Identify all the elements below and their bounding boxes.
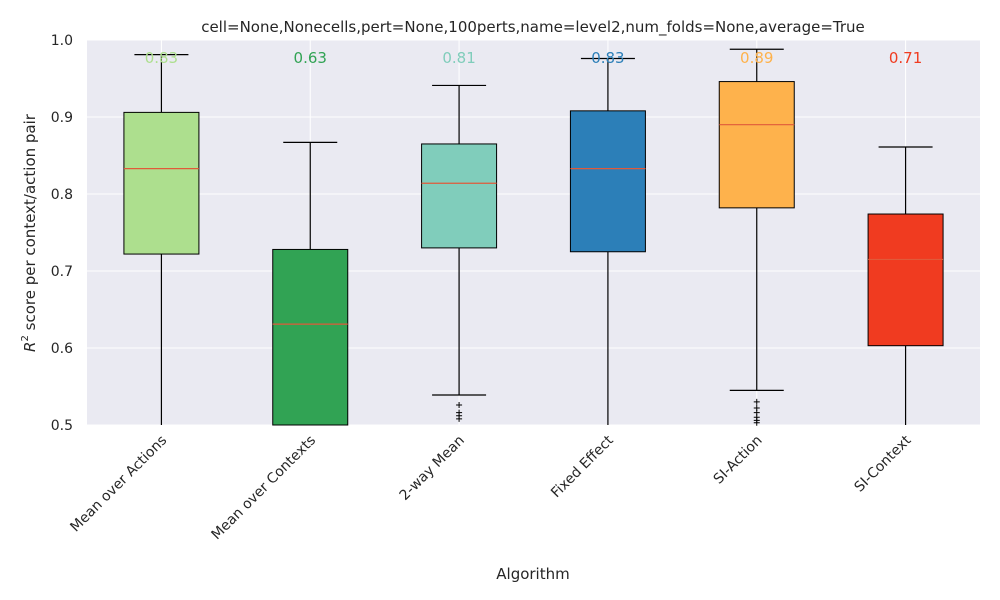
y-axis-label-r: R [21, 342, 39, 352]
box-iqr [272, 248, 349, 426]
y-tick-label: 0.8 [51, 187, 73, 203]
outlier-point [456, 415, 463, 422]
box-iqr [718, 81, 795, 209]
box-iqr [421, 143, 498, 249]
box-group [272, 141, 349, 426]
median-value-label: 0.81 [442, 49, 475, 67]
y-axis-label: R2 score per context/action pair [20, 113, 39, 352]
y-tick-label: 1.0 [51, 33, 73, 49]
y-axis-ticks: 0.5 0.6 0.7 0.8 0.9 1.0 [51, 33, 73, 434]
box-group [123, 54, 200, 425]
box-group [421, 84, 498, 422]
box-iqr [867, 213, 944, 347]
plot-area [87, 40, 980, 425]
y-tick-label: 0.9 [51, 110, 73, 126]
median-value-label: 0.63 [294, 49, 327, 67]
x-tick-label: Mean over Actions [67, 433, 170, 536]
box-iqr [123, 111, 200, 255]
median-labels: 0.83 0.63 0.81 0.83 0.89 0.71 [145, 49, 923, 67]
x-axis-ticks: Mean over Actions Mean over Contexts 2-way… [67, 432, 914, 543]
median-value-label: 0.83 [591, 49, 624, 67]
box-group [867, 146, 944, 425]
x-tick-label: SI-Context [852, 432, 915, 495]
y-tick-label: 0.7 [51, 264, 73, 280]
y-tick-label: 0.5 [51, 418, 73, 434]
chart-title: cell=None,Nonecells,pert=None,100perts,n… [201, 18, 865, 37]
outlier-point [753, 419, 760, 426]
x-tick-label: Fixed Effect [548, 432, 617, 501]
boxes [123, 48, 944, 426]
x-axis-label: Algorithm [496, 565, 569, 583]
y-axis-label-sup: 2 [20, 335, 31, 341]
x-tick-label: Mean over Contexts [208, 433, 319, 544]
outlier-point [753, 398, 760, 405]
median-value-label: 0.89 [740, 49, 773, 67]
x-tick-label: 2-way Mean [397, 433, 468, 504]
median-value-label: 0.71 [889, 49, 922, 67]
y-tick-label: 0.6 [51, 341, 73, 357]
y-axis-label-rest: score per context/action pair [21, 113, 39, 335]
outlier-point [456, 401, 463, 408]
median-value-label: 0.83 [145, 49, 178, 67]
box-iqr [569, 110, 646, 253]
box-group [569, 57, 646, 425]
box-group [718, 48, 795, 426]
x-tick-label: SI-Action [711, 433, 766, 488]
